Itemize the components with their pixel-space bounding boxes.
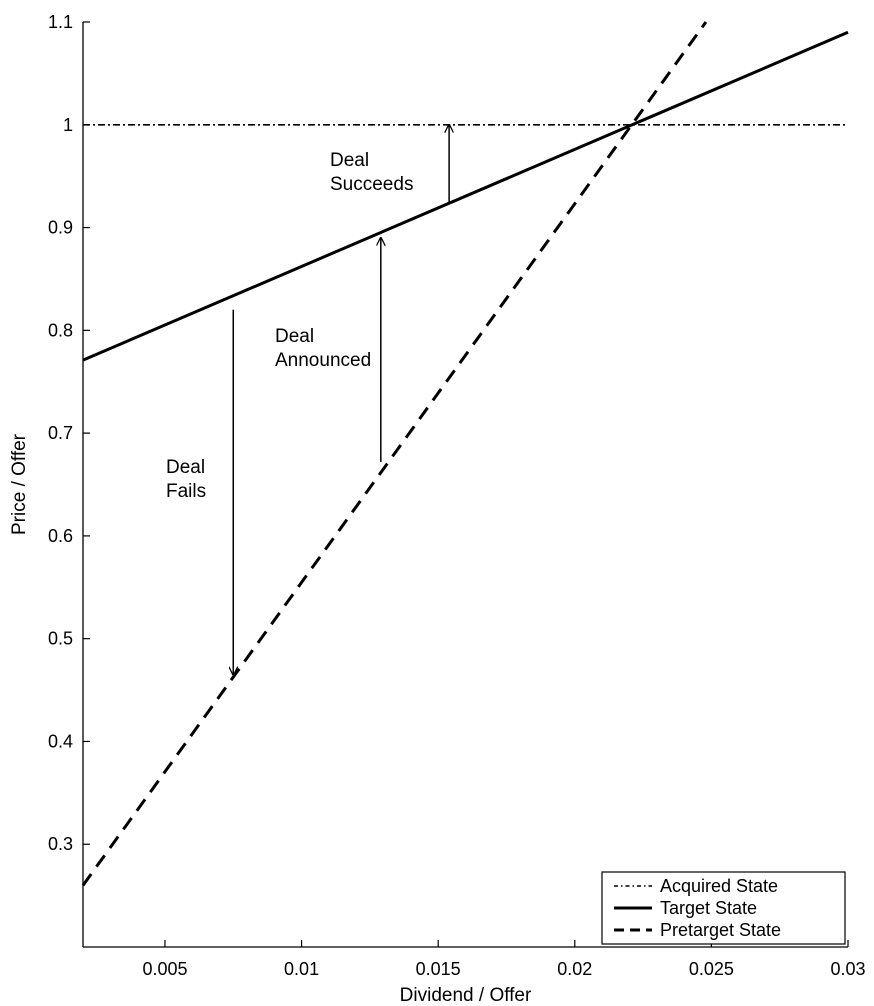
- annotation-text: Announced: [275, 350, 371, 371]
- legend-label: Target State: [660, 898, 757, 918]
- series-line-target-state: [82, 30, 849, 362]
- annotation-text: Deal: [275, 326, 314, 347]
- y-tick-label: 0.3: [48, 834, 73, 854]
- x-tick-label: 0.015: [416, 959, 461, 979]
- legend-label: Pretarget State: [660, 920, 781, 940]
- y-tick-label: 0.5: [48, 629, 73, 649]
- x-tick-label: 0.02: [557, 959, 592, 979]
- y-tick-label: 1.1: [48, 12, 73, 32]
- annotation-text: Deal: [330, 150, 369, 171]
- x-tick-label: 0.005: [142, 959, 187, 979]
- axes: 0.005 0.01 0.015 0.02 0.025 0.03 0.3 0.4 0.5 0.6 0…: [48, 12, 866, 979]
- series-layer: [81, 21, 849, 887]
- x-tick-label: 0.03: [830, 959, 865, 979]
- x-axis-label: Dividend / Offer: [400, 985, 532, 1006]
- x-tick-label: 0.025: [689, 959, 734, 979]
- y-tick-label: 0.7: [48, 423, 73, 443]
- annotation-text: Fails: [166, 481, 206, 502]
- series-line-pretarget-state: [81, 21, 708, 887]
- annotation-text: Succeeds: [330, 174, 413, 195]
- x-tick-label: 0.01: [284, 959, 319, 979]
- annotation-layer: Deal Succeeds Deal Announced Deal Fails: [166, 125, 449, 675]
- legend-box: [601, 871, 846, 945]
- y-tick-label: 1: [63, 115, 73, 135]
- y-tick-label: 0.9: [48, 218, 73, 238]
- y-axis-label: Price / Offer: [9, 433, 30, 535]
- y-tick-label: 0.4: [48, 731, 73, 751]
- y-tick-label: 0.6: [48, 526, 73, 546]
- legend-label: Acquired State: [660, 876, 778, 896]
- annotation-text: Deal: [166, 457, 205, 478]
- y-tick-label: 0.8: [48, 320, 73, 340]
